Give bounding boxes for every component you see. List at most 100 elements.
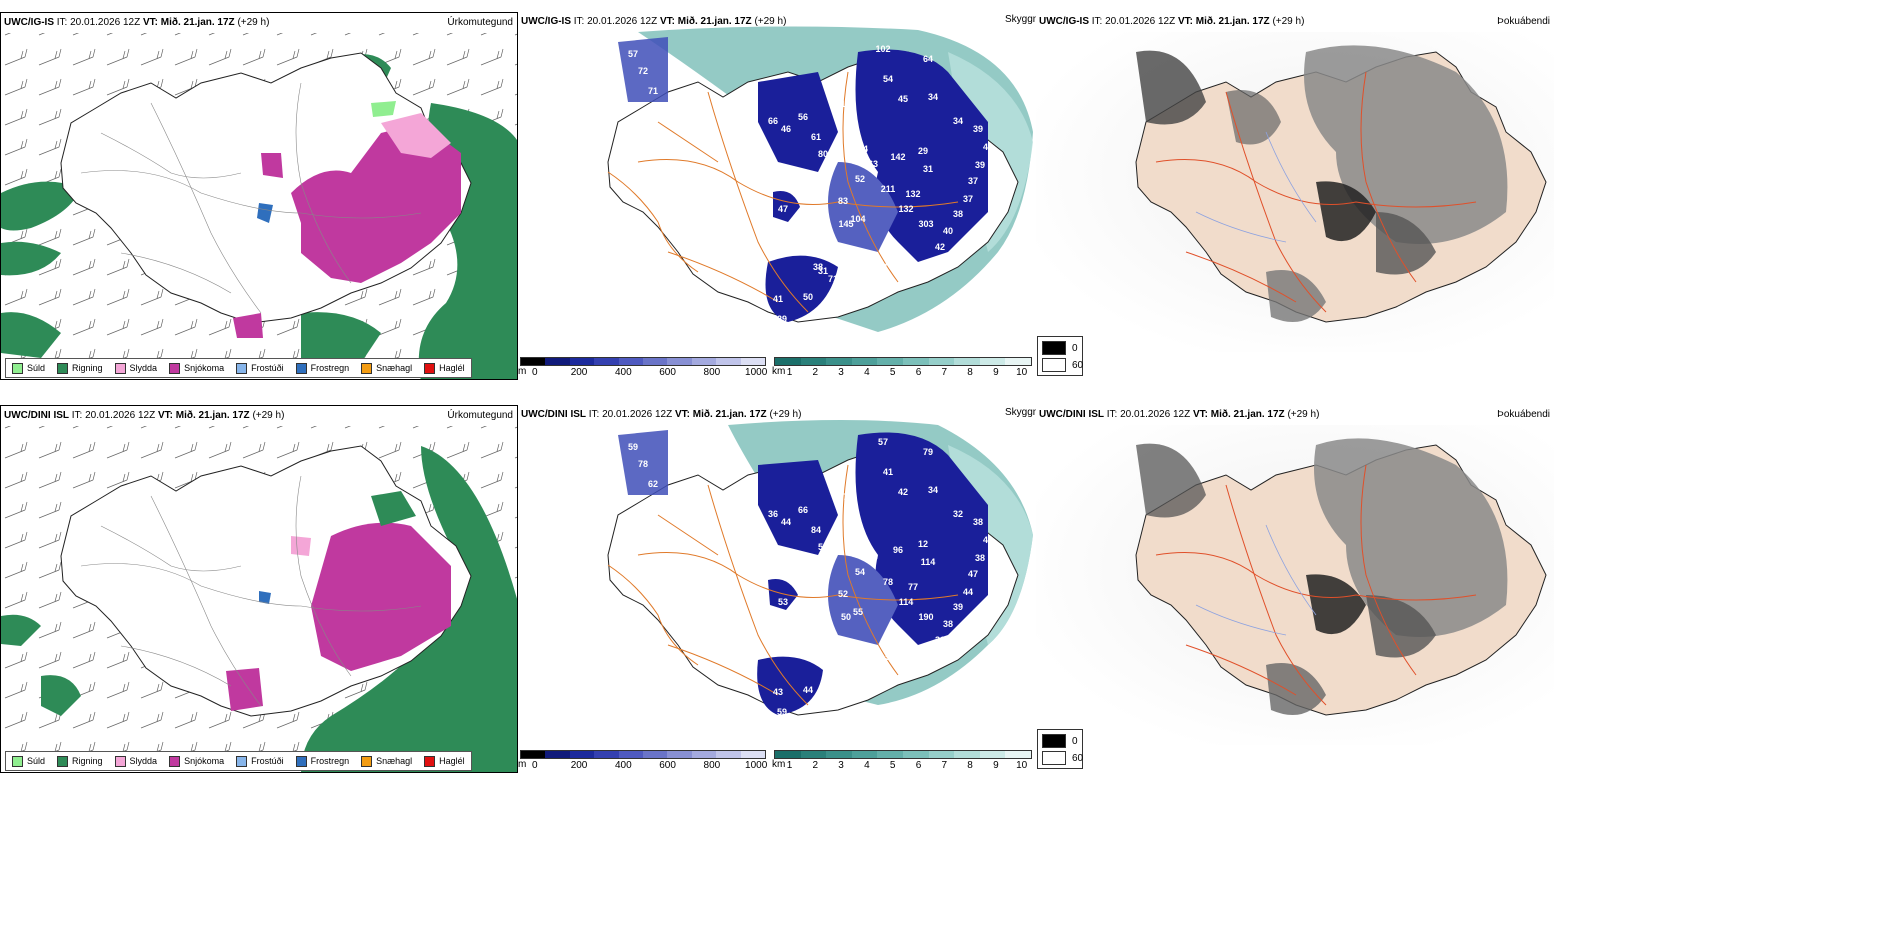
cloud-base-label: 41	[883, 467, 893, 477]
cloud-base-label: 59	[628, 442, 638, 452]
cloud-base-label: 40	[943, 226, 953, 236]
colorbar-segment	[826, 358, 852, 365]
colorbar-tick-label: 3	[838, 760, 844, 771]
colorbar-tick-label: 10	[1016, 760, 1028, 771]
cloud-base-label: 54	[858, 144, 868, 154]
precip-type-legend: Súld Rigning Slydda Snjókoma Frostúði Fr…	[5, 358, 472, 378]
valid-time: Mið. 21.jan. 17Z	[160, 17, 235, 28]
cloud-vis-map-panel-row2: UWC/DINI ISL IT: 20.01.2026 12Z VT: Mið.…	[518, 405, 1036, 773]
cloud-base-label: 55	[853, 607, 863, 617]
colorbar-tick-label: 200	[570, 367, 588, 378]
cloud-base-label: 62	[648, 479, 658, 489]
init-time: IT: 20.01.2026 12Z	[588, 409, 673, 420]
cloud-base-label: 38	[973, 517, 983, 527]
cloud-base-label: 74	[835, 467, 845, 477]
colorbar-segment	[594, 751, 619, 758]
cloud-base-label: 47	[968, 569, 978, 579]
init-time: IT: 20.01.2026 12Z	[573, 16, 658, 27]
panel-header: UWC/IG-IS IT: 20.01.2026 12Z VT: Mið. 21…	[518, 12, 1036, 32]
cloud-base-label: 90	[868, 552, 878, 562]
cloud-base-label: 50	[818, 542, 828, 552]
cloud-base-label: 114	[921, 557, 936, 567]
colorbar-segment	[691, 358, 717, 365]
panel-title: Þokuábendi	[1497, 409, 1550, 420]
colorbar-tick-label: 8	[967, 367, 973, 378]
legend-swatch	[361, 362, 373, 374]
height-colorbar-scale	[520, 357, 766, 366]
colorbar-tick-label: 2	[812, 760, 819, 771]
visibility-colorbar-ticks: 1 2 3 4 5 6 7 8 9 10	[774, 759, 1032, 773]
cloud-base-label: 76	[865, 672, 875, 682]
colorbar-segment	[716, 358, 741, 365]
cloud-base-label: 38	[943, 619, 953, 629]
cloud-base-label: 78	[883, 577, 893, 587]
panel-title: Úrkomutegund	[447, 410, 513, 421]
precip-type-legend: Súld Rigning Slydda Snjókoma Frostúði Fr…	[5, 751, 472, 771]
cloud-base-label: 29	[777, 314, 787, 324]
cloud-base-label: 132	[905, 189, 920, 199]
colorbar-tick-label: 4	[864, 760, 870, 771]
legend-item: Súld	[12, 362, 45, 374]
valid-time: Mið. 21.jan. 17Z	[692, 409, 767, 420]
fog-map-panel-row2: UWC/DINI ISL IT: 20.01.2026 12Z VT: Mið.…	[1036, 405, 1554, 773]
lead-time: (+29 h)	[237, 17, 270, 28]
colorbar-segment	[826, 751, 852, 758]
valid-label: VT:	[142, 17, 158, 28]
colorbar-segment	[594, 358, 619, 365]
colorbar-segment	[775, 358, 801, 365]
model-name: UWC/DINI ISL	[1039, 409, 1104, 420]
colorbar-tick-label: 1	[786, 367, 793, 378]
cloud-base-label: 71	[648, 86, 658, 96]
cloud-base-label: 31	[923, 164, 933, 174]
valid-label: VT:	[157, 410, 173, 421]
cloud-base-label: 36	[768, 509, 778, 519]
colorbar-tick-label: 400	[614, 367, 632, 378]
colorbar-segment	[954, 358, 980, 365]
cloud-base-label: 35	[865, 279, 875, 289]
cloud-base-label: 42	[898, 487, 908, 497]
colorbar-segment	[545, 751, 570, 758]
init-time: IT: 20.01.2026 12Z	[1091, 16, 1176, 27]
panel-header: UWC/IG-IS IT: 20.01.2026 12Z VT: Mið. 21…	[1, 13, 517, 33]
valid-label: VT:	[674, 409, 690, 420]
cloud-base-label: 32	[953, 509, 963, 519]
cloud-base-label: 50	[803, 292, 813, 302]
cloud-base-label: 31	[818, 266, 828, 276]
cloud-base-label: 83	[838, 196, 848, 206]
valid-time: Mið. 21.jan. 17Z	[677, 16, 752, 27]
cloud-base-label: 38	[813, 262, 823, 272]
cloud-base-label: 34	[928, 92, 938, 102]
colorbar-tick-label: 9	[993, 367, 999, 378]
height-colorbar: 0 200 400 600 800 1000 m	[518, 750, 767, 772]
init-time: IT: 20.01.2026 12Z	[56, 17, 141, 28]
legend-item: Rigning	[57, 755, 103, 767]
legend-item: Haglél	[424, 362, 465, 374]
cloud-base-label: 43	[893, 249, 903, 259]
colorbar-segment	[691, 751, 717, 758]
cloud-base-label: 57	[628, 49, 638, 59]
cloud-base-label: 61	[811, 132, 821, 142]
colorbar-tick-label: 200	[570, 760, 588, 771]
visibility-title: Skyggni	[1005, 407, 1041, 418]
colorbar-tick-label: 5	[889, 367, 896, 378]
model-name: UWC/IG-IS	[1039, 16, 1089, 27]
cloud-base-label: 47	[893, 642, 903, 652]
visibility-colorbar: 1 2 3 4 5 6 7 8 9 10 km	[772, 750, 1032, 773]
valid-label: VT:	[1177, 16, 1193, 27]
legend-item: Frostregn	[295, 755, 349, 767]
colorbar-segment	[569, 751, 595, 758]
cloud-base-label: 43	[983, 142, 993, 152]
colorbar-segment	[667, 751, 692, 758]
colorbar-tick-label: 600	[659, 367, 676, 378]
cloud-base-label: 37	[968, 176, 978, 186]
cloud-base-label: 190	[918, 612, 933, 622]
legend-swatch	[57, 755, 69, 767]
cloud-base-label: 34	[928, 485, 938, 495]
cloud-base-label: 71	[828, 274, 838, 284]
cloud-base-label: 77	[908, 582, 918, 592]
legend-swatch	[12, 362, 23, 374]
cloud-base-label: 42	[983, 535, 993, 545]
cloud-base-label: 145	[838, 219, 853, 229]
height-colorbar: 0 200 400 600 800 1000 m	[518, 357, 767, 379]
